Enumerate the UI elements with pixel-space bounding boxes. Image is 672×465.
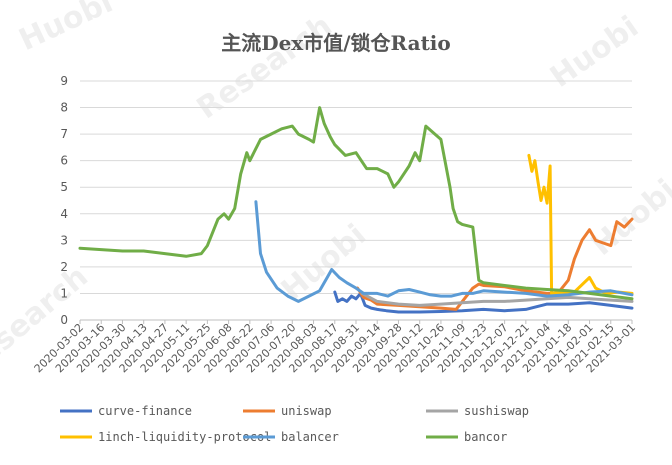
y-tick-label: 4 xyxy=(60,207,68,221)
legend-label: 1inch-liquidity-protocol xyxy=(98,430,271,444)
chart-title: 主流Dex市值/锁仓Ratio xyxy=(221,31,451,55)
y-tick-label: 9 xyxy=(60,74,68,88)
y-tick-label: 0 xyxy=(60,313,68,327)
series-line-balancer xyxy=(254,200,634,303)
legend-label: curve-finance xyxy=(98,404,192,418)
legend-label: bancor xyxy=(464,430,507,444)
y-tick-label: 5 xyxy=(60,180,68,194)
y-tick-label: 7 xyxy=(60,127,68,141)
y-tick-label: 6 xyxy=(60,154,68,168)
legend-label: uniswap xyxy=(281,404,332,418)
series-line-sushiswap xyxy=(360,291,634,307)
y-tick-label: 8 xyxy=(60,101,68,115)
x-axis: 2020-03-022020-03-162020-03-302020-04-13… xyxy=(32,319,638,375)
y-tick-label: 1 xyxy=(60,286,68,300)
legend: curve-finance uniswap sushiswap 1inch-liqui… xyxy=(60,404,529,444)
legend-label: sushiswap xyxy=(464,404,529,418)
legend-label: balancer xyxy=(281,430,339,444)
y-tick-label: 2 xyxy=(60,260,68,274)
series-line-bancor xyxy=(78,106,634,301)
series-lines xyxy=(78,106,634,314)
y-axis: 0 1 2 3 4 5 6 7 8 9 xyxy=(60,74,68,327)
y-tick-label: 3 xyxy=(60,233,68,247)
series-line-curve-finance xyxy=(333,290,634,314)
